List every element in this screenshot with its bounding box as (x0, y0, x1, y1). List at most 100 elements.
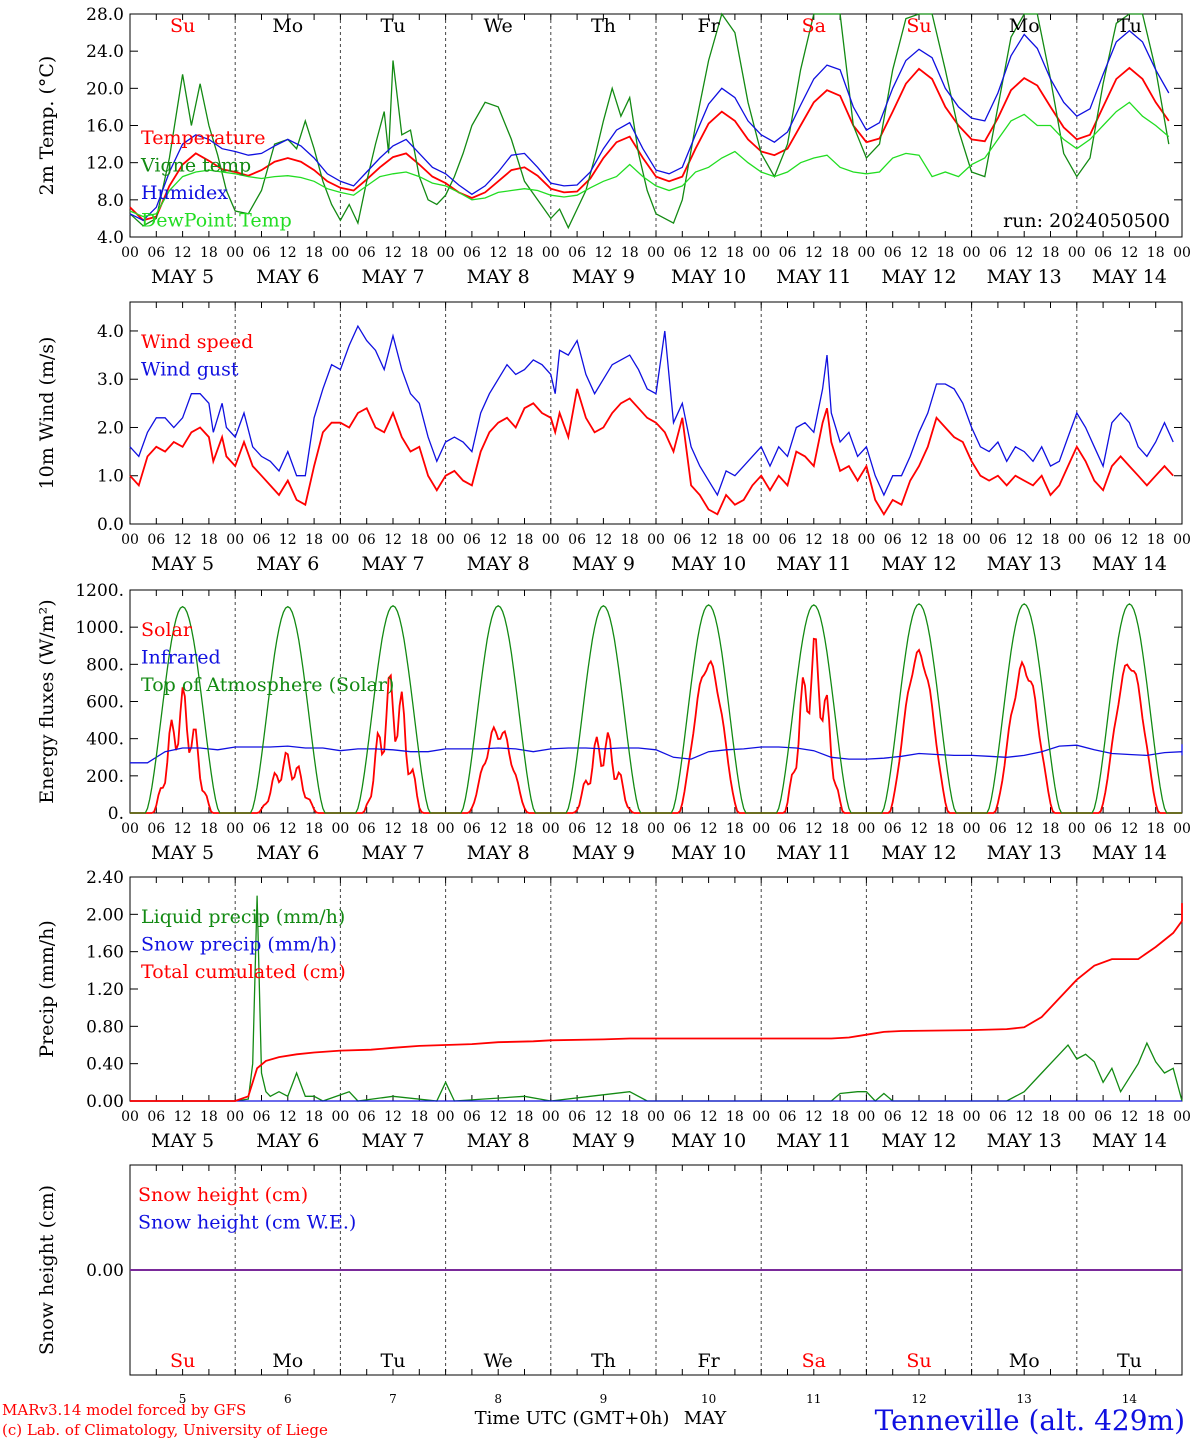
legend-entry: Humidex (141, 182, 228, 204)
legend-entry: Snow height (cm) (138, 1184, 308, 1206)
hour-tick-label: 18 (200, 821, 218, 837)
date-label: MAY 7 (361, 842, 424, 864)
hour-tick-label: 12 (805, 821, 823, 837)
legend-entry: Infrared (141, 647, 221, 669)
hour-tick-label: 00 (857, 532, 875, 548)
hour-tick-label: 12 (489, 821, 507, 837)
hour-tick-label: 06 (358, 1109, 376, 1125)
hour-tick-label: 00 (331, 532, 349, 548)
date-label: MAY 8 (467, 842, 530, 864)
hour-tick-label: 18 (621, 532, 639, 548)
hour-tick-label: 00 (226, 245, 244, 261)
hour-tick-label: 00 (857, 1109, 875, 1125)
hour-tick-label: 00 (647, 245, 665, 261)
hour-tick-label: 06 (358, 532, 376, 548)
hour-tick-label: 12 (805, 245, 823, 261)
hour-tick-label: 12 (700, 245, 718, 261)
hour-tick-label: 18 (200, 245, 218, 261)
date-label: MAY 8 (467, 553, 530, 575)
y-tick-label: 3.0 (97, 370, 124, 390)
hour-tick-label: 12 (174, 1109, 192, 1125)
model-credit-text: MARv3.14 model forced by GFS (2, 1401, 246, 1419)
hour-tick-label: 06 (1094, 245, 1112, 261)
day-number-label: 12 (911, 1392, 926, 1406)
y-tick-label: 2.40 (86, 868, 124, 888)
hour-tick-label: 12 (384, 821, 402, 837)
y-tick-label: 200. (86, 767, 124, 787)
y-tick-label: 16.0 (86, 117, 124, 137)
hour-tick-label: 06 (673, 821, 691, 837)
date-label: MAY 6 (256, 1130, 319, 1152)
hour-tick-label: 12 (1120, 532, 1138, 548)
hour-tick-label: 18 (1042, 532, 1060, 548)
hour-tick-label: 06 (779, 245, 797, 261)
hour-tick-label: 00 (121, 821, 139, 837)
hour-tick-label: 18 (1147, 532, 1165, 548)
y-tick-label: 12.0 (86, 154, 124, 174)
weekday-label: Mo (1009, 1350, 1040, 1372)
day-number-label: 5 (179, 1392, 187, 1406)
weekday-label: Tu (381, 15, 406, 37)
date-label: MAY 10 (671, 1130, 746, 1152)
hour-tick-label: 00 (542, 821, 560, 837)
weekday-label: Sa (802, 15, 826, 37)
y-tick-label: 8.0 (97, 191, 124, 211)
legend-entry: Total cumulated (cm) (141, 961, 346, 983)
hour-tick-label: 06 (989, 821, 1007, 837)
hour-tick-label: 18 (410, 1109, 428, 1125)
hour-tick-label: 00 (121, 532, 139, 548)
hour-tick-label: 00 (437, 1109, 455, 1125)
day-number-label: 9 (600, 1392, 608, 1406)
hour-tick-label: 18 (200, 532, 218, 548)
hour-tick-label: 12 (594, 1109, 612, 1125)
weekday-label: We (484, 1350, 513, 1372)
legend-entry: Top of Atmosphere (Solar) (141, 674, 394, 696)
x-axis-label: Time UTC (GMT+0h) (475, 1408, 670, 1429)
y-tick-label: 1.20 (86, 980, 124, 1000)
hour-tick-label: 12 (489, 245, 507, 261)
y-axis-title: Energy fluxes (W/m²) (36, 599, 58, 803)
hour-tick-label: 18 (410, 245, 428, 261)
date-label: MAY 6 (256, 266, 319, 288)
y-tick-label: 800. (86, 655, 124, 675)
hour-tick-label: 00 (857, 821, 875, 837)
hour-tick-label: 12 (1015, 821, 1033, 837)
series-line-humidex (129, 29, 1170, 222)
hour-tick-label: 18 (305, 821, 323, 837)
series-line-vigne-temp (129, 12, 1170, 230)
y-tick-label: 4.0 (97, 228, 124, 248)
date-label: MAY 13 (987, 1130, 1062, 1152)
date-label: MAY 10 (671, 553, 746, 575)
y-tick-label: 2.0 (97, 418, 124, 438)
hour-tick-label: 00 (963, 532, 981, 548)
weekday-label: Th (591, 15, 616, 37)
hour-tick-label: 18 (516, 821, 534, 837)
hour-tick-label: 12 (700, 1109, 718, 1125)
hour-tick-label: 06 (253, 532, 271, 548)
hour-tick-label: 00 (542, 1109, 560, 1125)
hour-tick-label: 18 (726, 821, 744, 837)
date-label: MAY 13 (987, 842, 1062, 864)
hour-tick-label: 18 (305, 532, 323, 548)
hour-tick-label: 06 (884, 532, 902, 548)
hour-tick-label: 18 (200, 1109, 218, 1125)
weekday-label: Tu (381, 1350, 406, 1372)
hour-tick-label: 18 (621, 245, 639, 261)
hour-tick-label: 06 (1094, 821, 1112, 837)
hour-tick-label: 18 (516, 1109, 534, 1125)
hour-tick-label: 12 (910, 245, 928, 261)
plot-frame-1 (129, 13, 1183, 238)
y-tick-label: 1200. (75, 581, 124, 601)
hour-tick-label: 18 (936, 245, 954, 261)
hour-tick-label: 06 (253, 1109, 271, 1125)
date-label: MAY 5 (151, 553, 214, 575)
hour-tick-label: 00 (963, 1109, 981, 1125)
hour-tick-label: 06 (673, 1109, 691, 1125)
legend-entry: Wind speed (141, 331, 253, 353)
hour-tick-label: 06 (568, 532, 586, 548)
hour-tick-label: 12 (1120, 821, 1138, 837)
y-tick-label: 0. (108, 804, 124, 824)
hour-tick-label: 00 (437, 821, 455, 837)
hour-tick-label: 12 (174, 245, 192, 261)
weekday-label: Su (906, 1350, 931, 1372)
